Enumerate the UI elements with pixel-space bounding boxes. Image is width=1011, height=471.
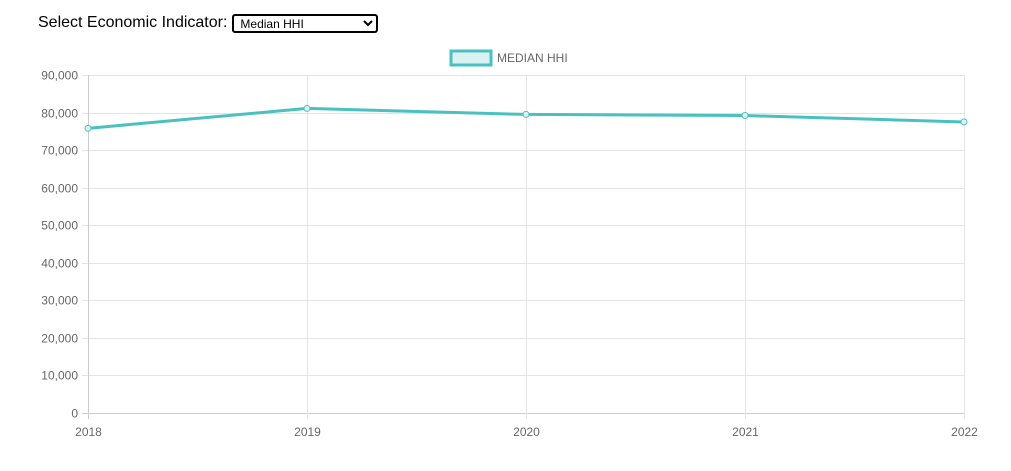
- y-axis-ticks: 0 10,000 20,000 30,000 40,000 50,000 60,000 70,…: [41, 69, 78, 421]
- data-point[interactable]: [522, 110, 530, 118]
- x-tick-label: 2020: [513, 425, 540, 439]
- legend: MEDIAN HHI: [449, 49, 568, 67]
- grid-lines: [82, 75, 965, 419]
- y-tick-label: 90,000: [41, 69, 78, 83]
- y-tick-label: 60,000: [41, 182, 78, 196]
- y-tick-label: 30,000: [41, 294, 78, 308]
- indicator-select[interactable]: Median HHI: [232, 13, 379, 33]
- data-point[interactable]: [84, 124, 92, 132]
- indicator-selector-label: Select Economic Indicator:: [38, 14, 228, 31]
- x-tick-label: 2019: [294, 425, 321, 439]
- x-tick-label: 2022: [951, 425, 978, 439]
- legend-label[interactable]: MEDIAN HHI: [497, 51, 568, 65]
- data-point[interactable]: [741, 112, 749, 120]
- y-tick-label: 20,000: [41, 332, 78, 346]
- indicator-selector: Select Economic Indicator: Median HHI: [38, 13, 379, 33]
- legend-swatch[interactable]: [449, 49, 493, 67]
- x-tick-label: 2021: [732, 425, 759, 439]
- data-point[interactable]: [960, 118, 968, 126]
- data-point[interactable]: [303, 104, 311, 112]
- y-tick-label: 80,000: [41, 107, 78, 121]
- y-tick-label: 50,000: [41, 219, 78, 233]
- series: [84, 104, 968, 132]
- y-tick-label: 0: [71, 407, 78, 421]
- y-tick-label: 40,000: [41, 257, 78, 271]
- y-tick-label: 70,000: [41, 144, 78, 158]
- y-tick-label: 10,000: [41, 369, 78, 383]
- x-axis-ticks: 2018 2019 2020 2021 2022: [75, 425, 978, 439]
- x-tick-label: 2018: [75, 425, 102, 439]
